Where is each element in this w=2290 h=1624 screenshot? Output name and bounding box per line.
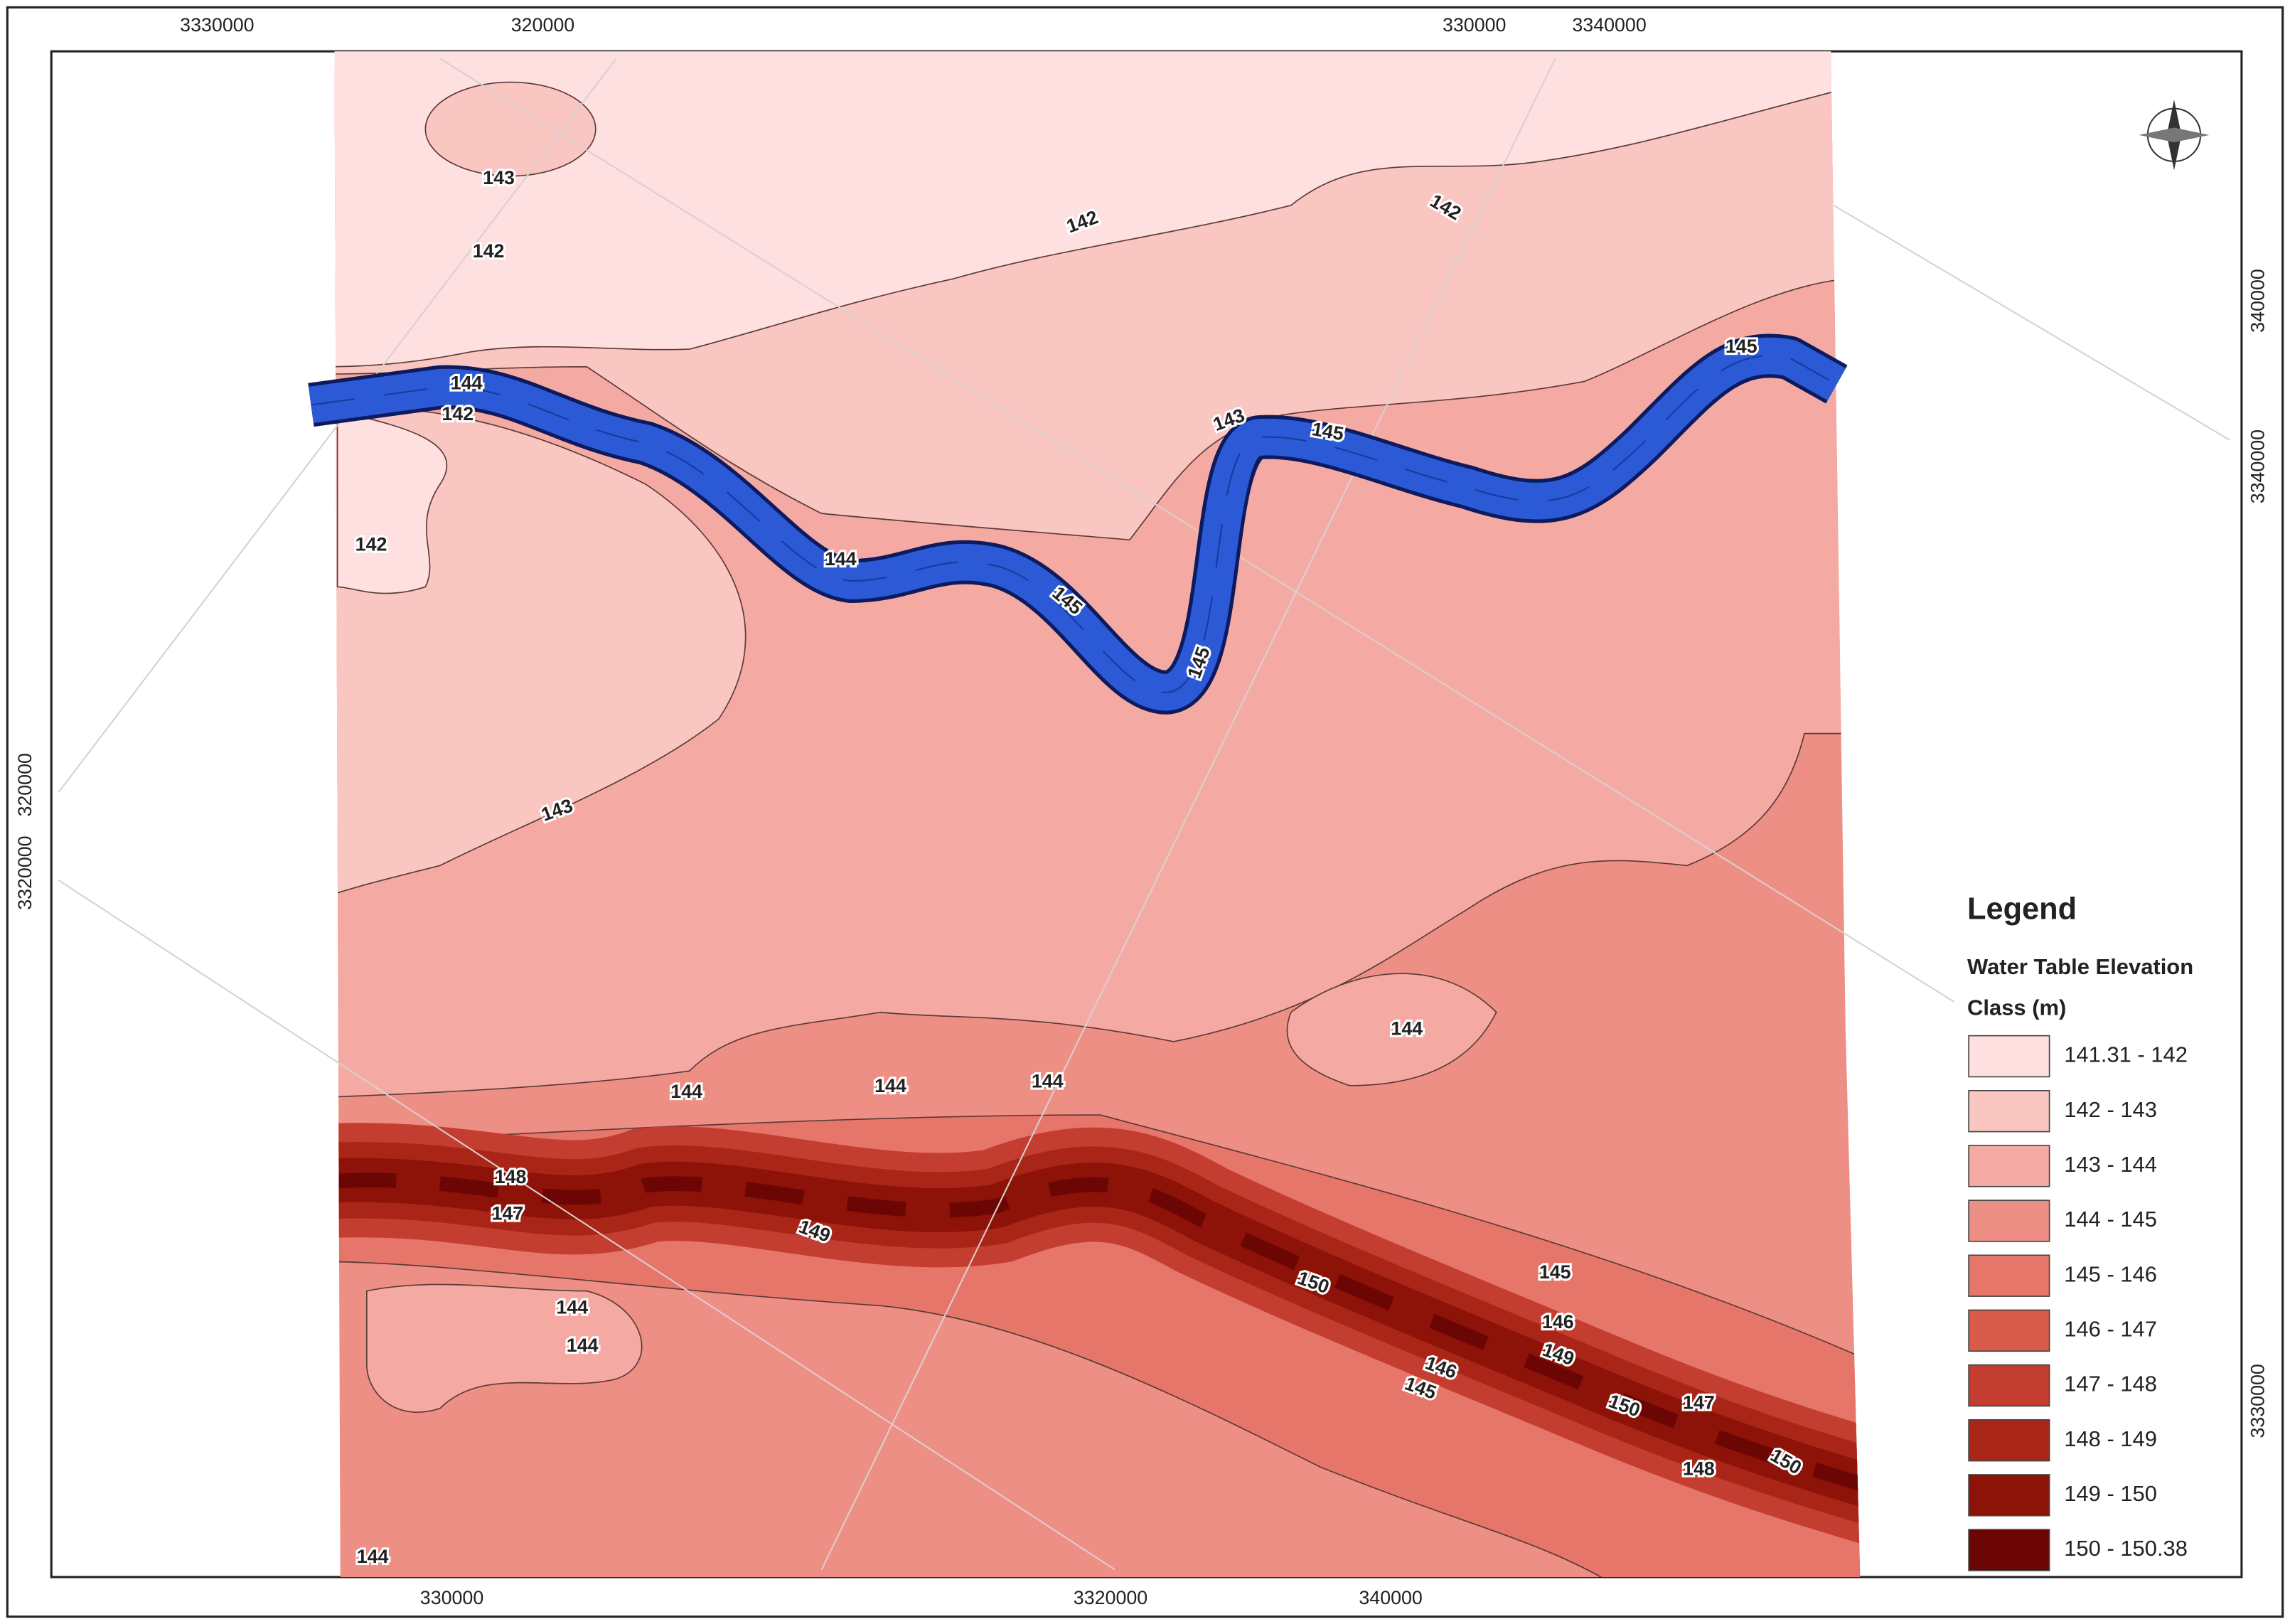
coordinate-label: 3320000 [1074,1587,1147,1608]
contour-label: 147 [492,1202,524,1224]
legend-swatch [1968,1309,2050,1352]
legend-label: 149 - 150 [2064,1481,2157,1506]
contour-label: 144 [874,1075,906,1096]
contour-label: 144 [357,1546,389,1567]
legend-swatch [1968,1200,2050,1242]
legend-label: 150 - 150.38 [2064,1536,2188,1561]
coordinate-label: 3340000 [1572,14,1646,36]
contour-label: 142 [473,240,505,262]
coordinate-label: 340000 [2247,269,2269,332]
coordinate-label: 3330000 [2247,1364,2269,1438]
contour-label: 146 [1542,1311,1574,1332]
contour-label: 144 [1391,1017,1423,1039]
legend-swatch [1968,1145,2050,1187]
contour-label: 144 [567,1335,599,1356]
zone [1286,973,1497,1086]
contour-label: 142 [442,403,473,424]
legend-label: 146 - 147 [2064,1317,2157,1342]
legend-label: 142 - 143 [2064,1097,2157,1122]
legend-label: 148 - 149 [2064,1426,2157,1451]
legend-label: 145 - 146 [2064,1261,2157,1286]
zone [334,51,1849,368]
contour-label: 145 [1539,1261,1571,1283]
grid-lines [58,58,2230,1571]
coordinate-label: 330000 [1443,14,1506,36]
zone [366,1283,643,1413]
legend-swatch [1968,1419,2050,1462]
contour-label: 143 [483,167,515,188]
legend-swatch [1968,1529,2050,1571]
legend-label: 143 - 144 [2064,1152,2157,1177]
elevation-surface [334,51,1861,1577]
coordinate-label: 3340000 [2247,429,2269,503]
coordinate-label: 340000 [1359,1587,1422,1608]
contour-label: 142 [355,534,387,555]
legend-swatch [1968,1035,2050,1078]
north-arrow [2139,100,2210,171]
coordinate-label: 3320000 [14,835,36,909]
legend-swatch [1968,1254,2050,1297]
legend-label: 147 - 148 [2064,1372,2157,1396]
zone [334,407,747,899]
contour-label: 144 [825,548,857,570]
zone [336,410,448,594]
contour-label: 144 [670,1081,702,1102]
labels: 3330000 320000 330000 3340000 330000 3320000 3… [14,14,2269,1608]
legend-label: 144 - 145 [2064,1207,2157,1232]
contour-label: 147 [1683,1392,1715,1414]
legend-label: 141.31 - 142 [2064,1042,2188,1067]
contour-label: 144 [451,373,483,394]
contour-label: 144 [1032,1071,1064,1092]
zone [337,1172,1861,1497]
legend-heading: Class (m) [1967,995,2066,1020]
zone [424,81,596,177]
legend-heading: Water Table Elevation [1967,954,2193,979]
coordinate-label: 3330000 [180,14,254,36]
legend-swatch [1968,1089,2050,1133]
coordinate-label: 320000 [511,14,574,36]
coordinate-label: 320000 [14,753,36,816]
legend-swatch [1968,1474,2050,1517]
legend-title: Legend [1967,892,2077,926]
contour-label: 145 [1725,336,1757,357]
contour-label: 148 [495,1166,527,1187]
contour-label: 144 [556,1296,588,1318]
coordinate-label: 330000 [420,1587,483,1608]
river [308,333,1848,715]
contour-label: 145 [1310,418,1345,444]
contour-label: 148 [1683,1458,1715,1479]
legend-swatch [1968,1364,2050,1407]
